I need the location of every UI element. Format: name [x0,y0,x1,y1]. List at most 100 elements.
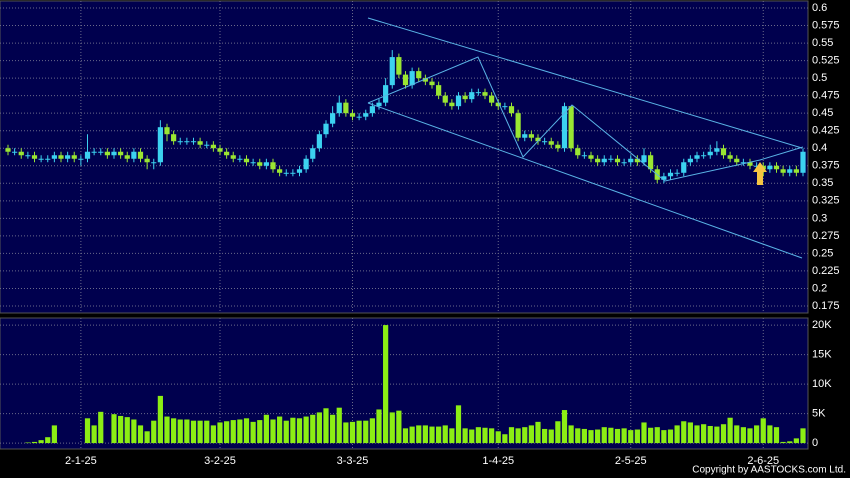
candle-body [38,158,44,160]
volume-bar [674,425,680,444]
candle-body [65,155,71,159]
volume-bar [455,405,462,444]
volume-bar [310,414,316,444]
volume-bar [124,417,130,444]
candle-body [734,158,740,163]
volume-bar [416,425,422,444]
volume-bar [396,410,402,444]
volume-bar [614,428,621,444]
volume-bar [793,438,799,444]
candle-body [283,172,289,174]
candle-body [164,127,170,135]
candle-body [641,155,647,163]
volume-bar [316,412,322,444]
candle-body [442,95,448,103]
volume-bar [707,425,713,444]
volume-bar [230,420,236,444]
volume-bar [760,418,766,444]
volume-bar [131,419,137,444]
volume-bar [734,425,740,444]
volume-bar [190,420,197,444]
candle-body [51,155,57,159]
y-tick-label: 0.6 [812,2,827,14]
volume-bar [694,425,700,444]
candle-body [290,172,296,174]
volume-bar [389,412,395,444]
candle-body [363,113,369,117]
volume-bar [575,428,581,444]
y-tick-label: 0.35 [812,177,833,189]
candle-body [18,151,24,156]
candle-body [144,158,150,163]
volume-bar [648,427,654,444]
candle-body [707,151,713,156]
volume-bar [402,428,409,444]
volume-bar [217,422,223,444]
volume-bar [237,419,243,444]
candle-body [383,85,389,103]
y-tick-label: 0.3 [812,212,827,224]
volume-bar [422,425,428,444]
volume-bar [283,420,289,444]
volume-bar [787,441,793,444]
volume-bar [38,440,44,444]
candle-body [555,144,561,149]
volume-bar [45,437,51,444]
x-tick-label: 2-5-25 [615,455,647,467]
candle-body [91,151,97,153]
volume-bar [780,441,786,444]
candle-body [502,106,508,108]
volume-bar [621,428,627,444]
volume-bar [515,428,521,444]
candle-body [349,113,356,117]
volume-bar [687,422,693,444]
candle-body [310,148,316,159]
channel-lower [367,102,803,259]
volume-bar [257,420,263,444]
candle-body [787,169,793,173]
candle-body [462,95,468,100]
candle-body [648,155,654,170]
y-tick-label: 20K [812,319,832,331]
candle-body [243,158,250,163]
candle-body [780,169,786,173]
y-tick-label: 0.2 [812,282,827,294]
candle-body [767,165,773,170]
volume-bar [720,424,727,444]
candle-body [515,113,521,138]
candle-body [409,71,415,86]
volume-bar [369,418,375,444]
x-tick-label: 3-2-25 [204,455,236,467]
volume-bar [641,422,647,444]
volume-bar [654,427,660,444]
candle-body [184,141,190,143]
candle-body [58,155,64,159]
volume-bar [661,430,667,444]
volume-bar [667,429,674,444]
candle-body [71,155,77,159]
volume-bar [754,425,760,444]
y-tick-label: 0.225 [812,265,840,277]
candle-body [190,141,197,143]
volume-bar [475,427,481,444]
candle-body [25,155,31,157]
volume-bar [91,425,97,444]
volume-bar [727,417,733,444]
candle-body [482,92,488,96]
candle-body [508,106,515,114]
candle-body [568,106,574,149]
candle-body [323,123,329,135]
x-tick-label: 2-1-25 [65,455,97,467]
trend-lines [367,17,804,259]
volume-bar [701,424,707,444]
volume-bar [243,418,250,444]
volume-bar [555,421,561,444]
candle-body [747,162,753,166]
y-tick-label: 0.475 [812,90,840,102]
candle-body [124,155,130,159]
volume-bar [111,414,117,444]
volume-bar [151,420,157,444]
candle-body [595,158,601,163]
candle-body [131,151,137,159]
volume-bar [296,418,303,444]
